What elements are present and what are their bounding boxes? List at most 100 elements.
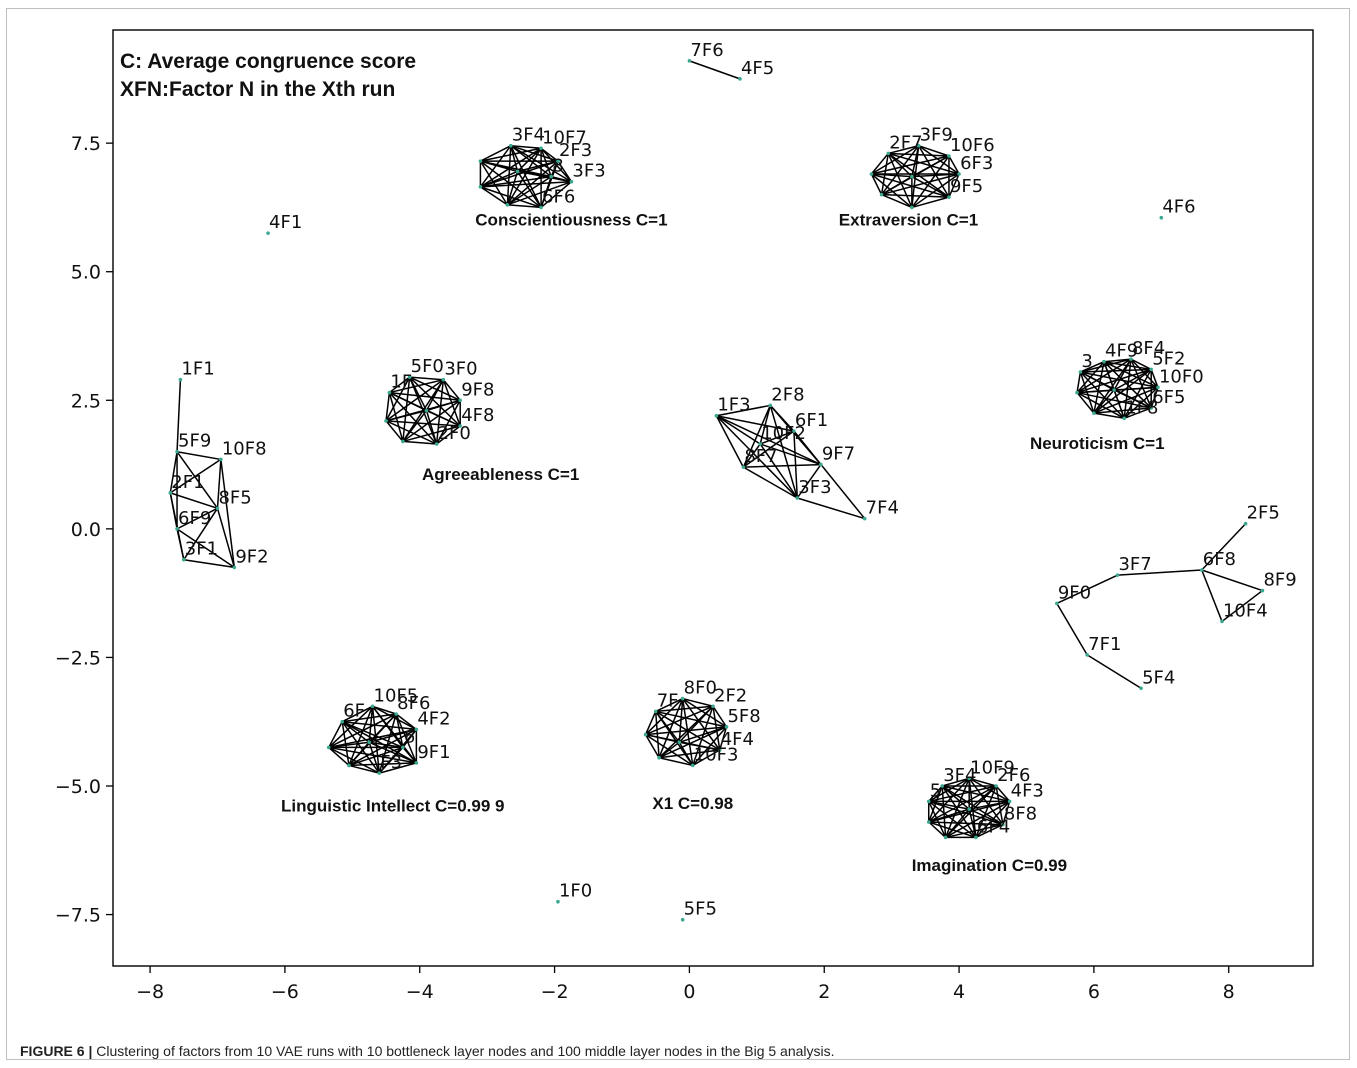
factor-node-label: 1F0 (559, 881, 592, 902)
cluster-edge (1093, 389, 1115, 414)
factor-node (687, 59, 692, 63)
cluster-edge (796, 464, 822, 499)
cluster-edge (658, 749, 720, 759)
cluster-edge (395, 713, 418, 764)
cluster-edge (1080, 358, 1132, 373)
factor-node-label: 4F5 (741, 58, 774, 79)
factor-node (508, 143, 513, 148)
cluster-edge (645, 733, 680, 744)
cluster-edge (715, 415, 761, 445)
cluster-edge (379, 762, 417, 774)
cluster-edge (871, 155, 950, 175)
cluster-edge (170, 492, 218, 509)
cluster-edge (517, 170, 572, 183)
cluster-edge (870, 173, 913, 209)
cluster-edge (341, 721, 417, 764)
cluster-edge (385, 409, 427, 422)
factor-node (266, 231, 270, 235)
factor-node (758, 442, 762, 446)
cluster-edge (176, 451, 219, 509)
factor-node-label: 10F0 (1159, 366, 1204, 387)
cluster-edge (928, 785, 943, 802)
factor-node-label: 3F0 (444, 359, 477, 380)
factor-node-label: 5 (930, 780, 941, 801)
factor-node (947, 154, 951, 158)
x-tick-label: 4 (953, 981, 965, 1003)
factor-node (556, 159, 560, 163)
factor-node (1102, 359, 1106, 364)
factor-node (926, 799, 931, 804)
cluster-edge (644, 711, 657, 735)
factor-node (680, 917, 685, 922)
factor-node (434, 442, 439, 446)
factor-node (347, 763, 351, 768)
factor-node (967, 776, 971, 781)
cluster-edge (176, 528, 185, 560)
factor-node (653, 709, 658, 714)
cluster-edge (378, 713, 397, 774)
cluster-edge (1221, 589, 1263, 623)
y-tick-label: −5.0 (55, 776, 101, 798)
cluster-edge (928, 785, 997, 803)
cluster-edge (1080, 371, 1115, 391)
factor-node-label: 2F1 (171, 472, 204, 493)
factor-node (175, 449, 179, 454)
factor-node (1159, 215, 1164, 220)
cluster-edge (328, 746, 417, 764)
factor-node (175, 527, 179, 531)
factor-node (943, 835, 948, 840)
cluster-edge (540, 148, 552, 177)
cluster-edge (1076, 392, 1095, 414)
factor-node (1149, 406, 1154, 410)
factor-node-label: 6F3 (960, 153, 993, 174)
factor-node (367, 740, 371, 745)
cluster-edge (1080, 368, 1152, 373)
cluster-edge (176, 528, 235, 569)
cluster-edge (540, 176, 552, 208)
factor-node (458, 424, 462, 428)
cluster-edge (408, 376, 428, 411)
cluster-edge (942, 777, 970, 787)
factor-node-label: 1F (390, 372, 412, 393)
factor-node (401, 745, 405, 750)
cluster-edge (968, 808, 1004, 826)
cluster-edge (1130, 358, 1152, 371)
factor-node (714, 413, 719, 418)
factor-node-label: 2F5 (1247, 503, 1280, 524)
factor-node (387, 390, 392, 395)
cluster-edge (644, 734, 660, 759)
cluster-edge (1201, 569, 1223, 622)
cluster-edge (385, 420, 404, 442)
factor-node-label: 6F8 (1203, 549, 1236, 570)
factor-node (1112, 388, 1116, 392)
cluster-edge (183, 507, 219, 561)
figure-number: FIGURE 6 | (20, 1043, 93, 1059)
factor-node (326, 745, 331, 750)
factor-node (181, 557, 186, 562)
cluster-edge (1113, 368, 1152, 391)
cluster-edge (716, 414, 795, 432)
factor-node (1156, 385, 1160, 390)
cluster-edge (402, 399, 461, 443)
factor-node-label: 7F1 (1088, 634, 1121, 655)
axis-ticks: −8 −6 −4 −2 0 2 4 6 8 7.5 5.0 2.5 0.0 −2.5 −5.0 −7.5 (55, 133, 1235, 1003)
factor-node (505, 203, 510, 207)
y-tick-label: −2.5 (55, 647, 101, 669)
factor-node-label: 5F4 (1142, 667, 1175, 688)
cluster-edge (506, 160, 559, 206)
cluster-edge (480, 160, 518, 173)
cluster-edge (506, 171, 519, 206)
cluster-edge (368, 741, 417, 764)
factor-node-label: 4F1 (269, 212, 302, 233)
factor-node-label: 4F6 (1162, 197, 1195, 218)
factor-node (478, 185, 483, 189)
factor-node-label: 3F4 (943, 765, 976, 786)
factor-node (869, 172, 874, 176)
cluster-edge (881, 193, 949, 198)
cluster-scatter-plot: −8 −6 −4 −2 0 2 4 6 87.55.02.50.0−2.5−5.0−7.5 3F… (55, 29, 1314, 1003)
cluster-edge (1117, 569, 1202, 576)
factor-node-label: 8F9 (1263, 570, 1296, 591)
cluster-edge (1093, 412, 1125, 420)
y-tick-label: 2.5 (71, 390, 101, 412)
factor-node-label: 2F0 (438, 423, 471, 444)
